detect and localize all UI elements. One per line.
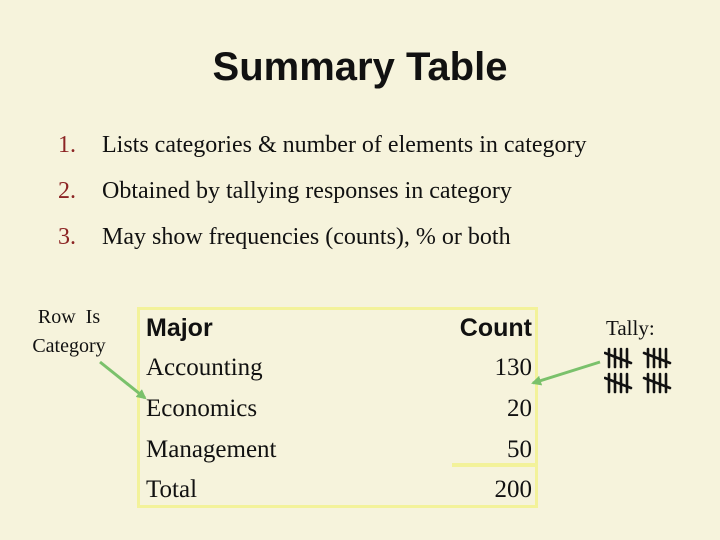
side-label-line: Category [32,335,106,357]
tally-label: Tally: [606,316,655,340]
bullet-text: Lists categories & number of elements in… [102,132,587,158]
bullet-number: 2. [58,178,76,204]
slide-title: Summary Table [212,45,508,89]
cell-count: 200 [494,476,533,503]
cell-count: 130 [494,354,533,381]
header-count: Count [459,314,532,342]
bullet-number: 3. [58,224,76,250]
tally-count-arrow-icon [531,360,601,386]
cell-major: Total [146,476,198,503]
bullet-item: 1. Lists categories & number of elements … [58,130,708,176]
bullet-list: 1. Lists categories & number of elements … [58,130,708,268]
cell-count: 20 [507,395,532,422]
total-separator-line [452,463,537,467]
cell-major: Accounting [146,354,263,381]
tally-marks-icon [604,347,672,394]
row-is-category-label: Row Is Category [16,303,122,361]
cell-count: 50 [507,436,532,463]
bullet-text: May show frequencies (counts), % or both [102,224,511,250]
bullet-text: Obtained by tallying responses in catego… [102,178,512,204]
bullet-number: 1. [58,132,76,158]
cell-major: Management [146,436,277,463]
cell-major: Economics [146,395,258,422]
summary-table-frame [137,307,538,508]
bullet-item: 3. May show frequencies (counts), % or bo… [58,222,708,268]
side-label-line: Row Is [37,306,101,328]
header-major: Major [146,314,213,342]
bullet-item: 2. Obtained by tallying responses in cate… [58,176,708,222]
